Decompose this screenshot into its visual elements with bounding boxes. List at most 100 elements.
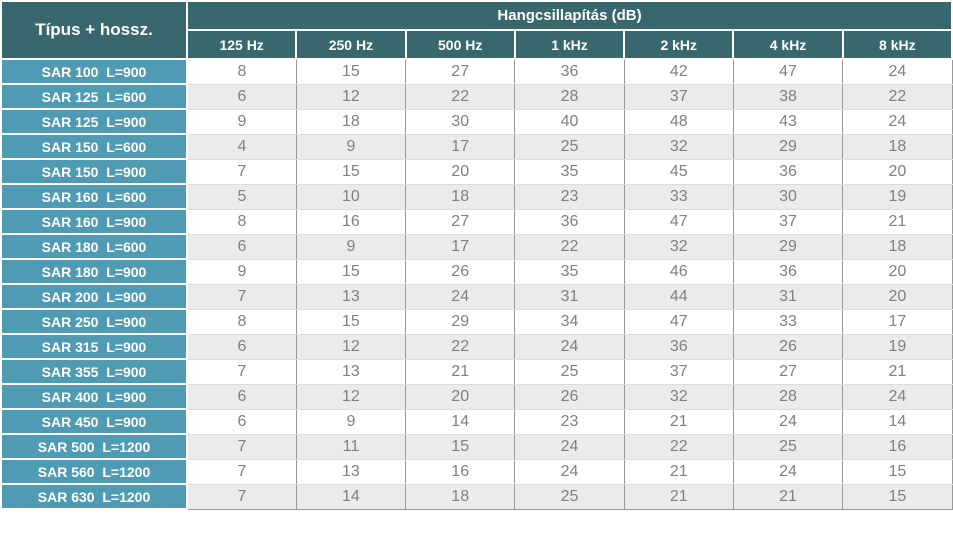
value-cell: 22 [842,83,953,110]
value-cell: 18 [842,233,953,260]
value-cell: 20 [405,383,516,410]
value-cell: 36 [623,333,734,360]
value-cell: 9 [295,233,407,260]
value-cell: 24 [514,433,625,460]
value-cell: 36 [732,158,844,185]
value-cell: 23 [514,183,625,210]
row-label: SAR 125 L=600 [0,83,188,110]
value-cell: 43 [732,108,844,135]
value-cell: 34 [514,308,625,335]
table-row: SAR 400 L=900 6 12 20 26 32 28 24 [0,383,953,410]
value-cell: 13 [295,458,407,485]
row-label: SAR 630 L=1200 [0,483,188,510]
group-header-row: Típus + hossz. Hangcsillapítás (dB) [0,0,953,60]
table-row: SAR 150 L=600 4 9 17 25 32 29 18 [0,133,953,160]
value-cell: 7 [186,433,297,460]
value-cell: 6 [186,333,297,360]
row-label: SAR 355 L=900 [0,358,188,385]
value-cell: 21 [842,208,953,235]
frequency-header-row: 125 Hz 250 Hz 500 Hz 1 kHz 2 kHz 4 kHz 8 kHz [1,29,953,60]
value-cell: 25 [514,483,625,510]
value-cell: 28 [732,383,844,410]
column-header-125-hz: 125 Hz [185,29,298,60]
value-cell: 14 [842,408,953,435]
table-header: Típus + hossz. Hangcsillapítás (dB) 125 … [0,0,953,60]
value-cell: 25 [514,133,625,160]
value-cell: 21 [623,483,734,510]
value-cell: 18 [405,183,516,210]
table-body: SAR 100 L=900 8 15 27 36 42 47 24 SAR 125 L=600 6… [0,58,953,510]
row-label: SAR 150 L=900 [0,158,188,185]
value-cell: 27 [405,208,516,235]
value-cell: 44 [623,283,734,310]
value-cell: 19 [842,333,953,360]
value-cell: 6 [186,83,297,110]
value-cell: 15 [842,483,953,510]
value-cell: 15 [295,158,407,185]
value-cell: 40 [514,108,625,135]
table-row: SAR 160 L=900 8 16 27 36 47 37 21 [0,208,953,235]
table-row: SAR 200 L=900 7 13 24 31 44 31 20 [0,283,953,310]
table-row: SAR 315 L=900 6 12 22 24 36 26 19 [0,333,953,360]
value-cell: 6 [186,233,297,260]
value-cell: 22 [623,433,734,460]
table-title: Hangcsillapítás (dB) [186,0,953,31]
table-row: SAR 560 L=1200 7 13 16 24 21 24 15 [0,458,953,485]
table-row: SAR 450 L=900 6 9 14 23 21 24 14 [0,408,953,435]
value-cell: 7 [186,458,297,485]
value-cell: 24 [405,283,516,310]
column-header-8-khz: 8 kHz [841,29,953,60]
value-cell: 36 [514,58,625,85]
value-cell: 20 [842,258,953,285]
value-cell: 47 [623,208,734,235]
value-cell: 22 [514,233,625,260]
value-cell: 24 [842,58,953,85]
value-cell: 9 [186,108,297,135]
column-header-250-hz: 250 Hz [295,29,407,60]
value-cell: 25 [514,358,625,385]
value-cell: 8 [186,208,297,235]
value-cell: 37 [623,83,734,110]
value-cell: 21 [405,358,516,385]
value-cell: 15 [405,433,516,460]
value-cell: 15 [295,258,407,285]
value-cell: 29 [732,133,844,160]
value-cell: 25 [732,433,844,460]
value-cell: 35 [514,158,625,185]
value-cell: 33 [623,183,734,210]
value-cell: 42 [623,58,734,85]
value-cell: 20 [405,158,516,185]
value-cell: 4 [186,133,297,160]
value-cell: 37 [732,208,844,235]
table-row: SAR 160 L=600 5 10 18 23 33 30 19 [0,183,953,210]
table-row: SAR 250 L=900 8 15 29 34 47 33 17 [0,308,953,335]
value-cell: 21 [623,458,734,485]
value-cell: 9 [186,258,297,285]
value-cell: 17 [405,233,516,260]
corner-header: Típus + hossz. [0,0,188,60]
value-cell: 16 [295,208,407,235]
value-cell: 23 [514,408,625,435]
value-cell: 37 [623,358,734,385]
value-cell: 46 [623,258,734,285]
value-cell: 9 [295,133,407,160]
value-cell: 24 [732,408,844,435]
table-row: SAR 125 L=600 6 12 22 28 37 38 22 [0,83,953,110]
value-cell: 14 [405,408,516,435]
value-cell: 48 [623,108,734,135]
value-cell: 17 [842,308,953,335]
value-cell: 14 [295,483,407,510]
value-cell: 7 [186,483,297,510]
value-cell: 27 [405,58,516,85]
column-header-2-khz: 2 kHz [623,29,735,60]
table-row: SAR 500 L=1200 7 11 15 24 22 25 16 [0,433,953,460]
value-cell: 8 [186,308,297,335]
value-cell: 20 [842,283,953,310]
value-cell: 24 [842,383,953,410]
value-cell: 24 [514,333,625,360]
row-label: SAR 180 L=600 [0,233,188,260]
row-label: SAR 150 L=600 [0,133,188,160]
value-cell: 26 [732,333,844,360]
row-label: SAR 315 L=900 [0,333,188,360]
